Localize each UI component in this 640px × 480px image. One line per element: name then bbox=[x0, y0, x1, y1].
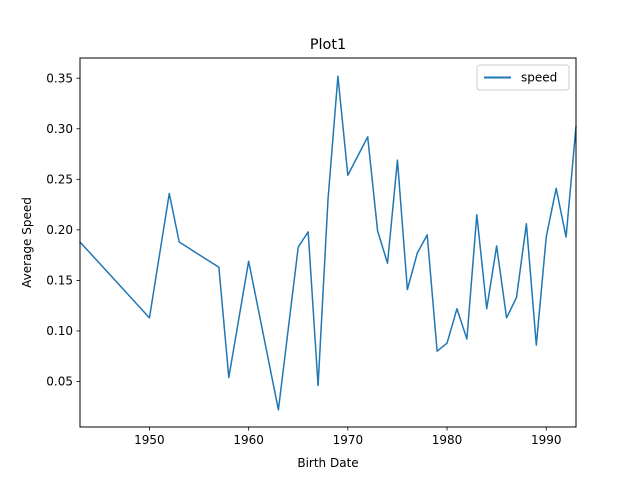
x-tick-label-1980: 1980 bbox=[432, 433, 463, 447]
chart-title: Plot1 bbox=[310, 37, 346, 53]
x-tick-label-1990: 1990 bbox=[531, 433, 562, 447]
x-tick-label-1950: 1950 bbox=[134, 433, 165, 447]
plot-frame bbox=[79, 57, 577, 428]
y-tick-label-0: 0.05 bbox=[46, 375, 73, 389]
y-axis-label: Average Speed bbox=[20, 197, 34, 288]
series-line-speed bbox=[78, 75, 577, 411]
data-layer bbox=[78, 75, 577, 411]
x-axis: 1950 1960 1970 1980 1990 bbox=[134, 427, 562, 447]
legend-label-speed: speed bbox=[521, 71, 557, 85]
legend-box bbox=[476, 64, 570, 91]
x-tick-label-1970: 1970 bbox=[333, 433, 364, 447]
x-tick-label-1960: 1960 bbox=[233, 433, 264, 447]
legend: speed bbox=[476, 64, 570, 91]
y-tick-label-4: 0.25 bbox=[46, 173, 73, 187]
y-tick-label-2: 0.15 bbox=[46, 274, 73, 288]
y-tick-label-6: 0.35 bbox=[46, 71, 73, 85]
x-axis-label: Birth Date bbox=[297, 456, 358, 470]
y-axis: 0.05 0.10 0.15 0.20 0.25 0.30 0.35 bbox=[46, 71, 80, 389]
y-tick-label-5: 0.30 bbox=[46, 122, 73, 136]
y-tick-label-1: 0.10 bbox=[46, 324, 73, 338]
y-tick-label-3: 0.20 bbox=[46, 223, 73, 237]
